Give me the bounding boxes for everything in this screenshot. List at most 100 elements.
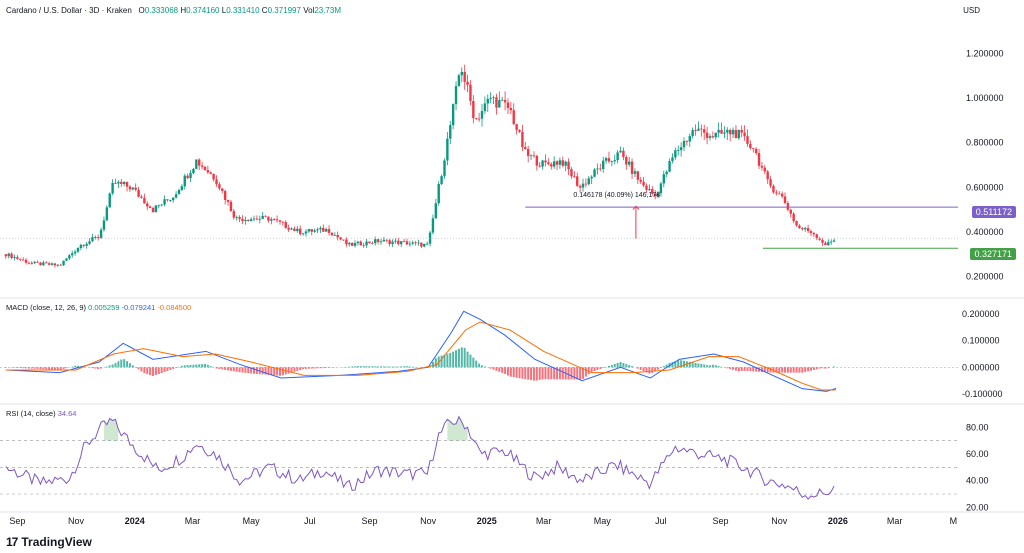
- candle-body: [593, 169, 596, 177]
- candle-body: [313, 230, 316, 232]
- macd-histogram-bar: [394, 366, 397, 368]
- candle-body: [616, 152, 619, 161]
- rsi-value: 34.64: [57, 409, 77, 418]
- macd-histogram-bar: [631, 366, 634, 368]
- candle-body: [117, 181, 120, 184]
- macd-histogram-bar: [117, 361, 120, 368]
- macd-histogram-bar: [717, 365, 720, 368]
- macd-histogram-bar: [59, 367, 62, 370]
- x-tick-label: Mar: [185, 516, 201, 526]
- macd-histogram-bar: [359, 366, 362, 368]
- x-tick-label: Sep: [713, 516, 729, 526]
- macd-histogram-bar: [535, 367, 538, 381]
- price-y-tick-label: 0.400000: [966, 227, 1004, 237]
- macd-histogram-bar: [264, 367, 267, 375]
- macd-histogram-bar: [16, 367, 19, 368]
- macd-histogram-bar: [576, 367, 579, 380]
- candle-body: [267, 216, 270, 221]
- macd-histogram-bar: [651, 367, 654, 373]
- macd-histogram-bar: [149, 367, 152, 376]
- candle-body: [120, 181, 123, 184]
- macd-legend-label: MACD (close, 12, 26, 9): [6, 303, 87, 312]
- macd-histogram-bar: [62, 367, 65, 369]
- candle-body: [665, 171, 668, 175]
- macd-histogram-bar: [475, 360, 478, 368]
- candle-body: [564, 161, 567, 166]
- candle-body: [359, 241, 362, 246]
- macd-histogram-bar: [515, 367, 518, 378]
- macd-histogram-bar: [215, 367, 218, 369]
- candle-body: [56, 264, 59, 266]
- candle-body: [290, 228, 293, 230]
- macd-histogram-bar: [452, 351, 455, 368]
- candle-body: [287, 227, 290, 230]
- rsi-legend: RSI (14, close) 34.64: [6, 409, 76, 418]
- tradingview-logo[interactable]: 17 TradingView: [6, 535, 92, 549]
- candle-body: [345, 239, 348, 245]
- candle-body: [567, 161, 570, 170]
- macd-histogram-bar: [290, 367, 293, 373]
- candle-body: [561, 160, 565, 166]
- macd-histogram-bar: [27, 367, 30, 369]
- candle-body: [541, 160, 544, 167]
- candle-body: [102, 220, 106, 230]
- macd-histogram-bar: [71, 366, 74, 368]
- candle-body: [215, 179, 218, 185]
- candle-body: [180, 186, 184, 190]
- candle-body: [726, 129, 729, 133]
- candle-body: [749, 143, 752, 149]
- candle-body: [636, 171, 640, 180]
- candle-body: [754, 148, 758, 154]
- candle-body: [832, 240, 836, 242]
- candle-body: [431, 218, 435, 233]
- candle-body: [252, 218, 256, 220]
- candle-body: [140, 196, 143, 198]
- macd-histogram-bar: [348, 366, 351, 368]
- candle-body: [506, 102, 510, 109]
- candle-body: [174, 194, 178, 198]
- candle-body: [573, 176, 576, 178]
- macd-histogram-bar: [512, 367, 515, 378]
- candle-body: [85, 243, 88, 246]
- macd-histogram-bar: [186, 365, 189, 368]
- candle-body: [59, 264, 62, 266]
- macd-histogram-bar: [105, 366, 108, 368]
- macd-histogram-bar: [795, 367, 798, 373]
- candle-body: [402, 241, 406, 243]
- macd-hist-value: 0.005259: [88, 303, 120, 312]
- macd-histogram-bar: [42, 367, 45, 370]
- macd-histogram-bar: [481, 365, 483, 368]
- candle-body: [249, 219, 253, 222]
- x-tick-label: Sep: [361, 516, 377, 526]
- candle-body: [677, 150, 680, 151]
- macd-histogram-bar: [703, 364, 706, 368]
- candle-body: [394, 240, 397, 242]
- macd-histogram-bar: [599, 367, 602, 369]
- candle-body: [232, 211, 236, 218]
- candle-body: [668, 161, 671, 172]
- candle-body: [423, 243, 426, 247]
- macd-histogram-bar: [403, 366, 406, 368]
- macd-histogram-bar: [449, 352, 452, 368]
- macd-y-tick-label: 0.000000: [962, 362, 1000, 372]
- rsi-y-tick-label: 20.00: [966, 502, 989, 512]
- x-tick-label: Nov: [68, 516, 85, 526]
- x-tick-label: 2025: [477, 516, 497, 526]
- candle-body: [821, 239, 824, 243]
- candle-body: [379, 241, 383, 243]
- candle-body: [801, 228, 804, 230]
- macd-histogram-bar: [602, 367, 605, 368]
- macd-histogram-bar: [446, 353, 449, 368]
- candle-body: [408, 243, 412, 245]
- macd-histogram-bar: [740, 367, 743, 372]
- macd-histogram-bar: [160, 367, 163, 373]
- macd-histogram-bar: [322, 367, 325, 369]
- candle-body: [812, 232, 816, 235]
- macd-histogram-bar: [584, 367, 587, 377]
- candle-body: [71, 253, 74, 256]
- candle-body: [356, 241, 360, 244]
- macd-histogram-bar: [126, 361, 129, 368]
- macd-histogram-bar: [354, 366, 357, 368]
- candle-body: [682, 140, 686, 148]
